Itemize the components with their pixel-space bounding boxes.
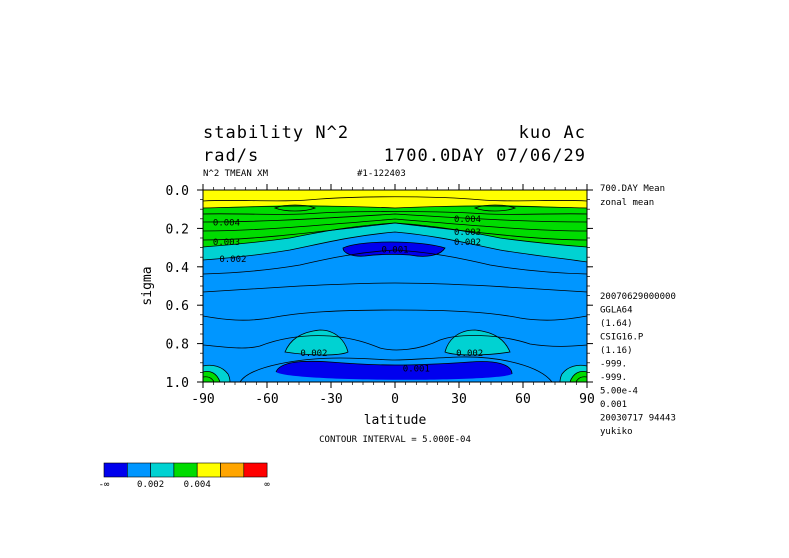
contour-line (444, 329, 511, 356)
contour-labels: 0.0040.0030.0020.0010.0040.0030.0020.002… (213, 215, 483, 375)
side-info-line: (1.64) (600, 319, 633, 329)
contour-label: 0.001 (381, 246, 408, 256)
contour-line (203, 335, 587, 351)
fill-green-corner-left (203, 371, 220, 382)
contour-label: 0.001 (403, 365, 430, 375)
contour-line (203, 222, 587, 248)
side-info-line: 0.001 (600, 400, 627, 410)
contour-line (342, 241, 446, 257)
contour-line (203, 211, 587, 215)
fill-blue-surface-min (276, 361, 512, 380)
colorbar-label: 0.002 (137, 480, 164, 490)
contour-line (203, 218, 587, 232)
side-info-line: 5.00e-4 (600, 387, 638, 397)
contour-label: 0.004 (213, 219, 240, 229)
contour-line (203, 282, 587, 293)
colorbar-swatch (196, 462, 221, 478)
side-info-line: 700.DAY Mean (600, 184, 665, 194)
y-tick-label: 0.4 (166, 261, 190, 276)
y-tick-label: 0.8 (166, 338, 189, 353)
x-tick-label: 30 (451, 392, 467, 407)
contour-fill-area: 0.0040.0030.0020.0010.0040.0030.0020.002… (203, 190, 587, 382)
contour-label: 0.002 (456, 349, 483, 359)
contour-label: 0.002 (219, 255, 246, 265)
colorbar-label: 0.004 (184, 480, 211, 490)
x-axis: -90 -60 -30 0 30 60 90 (191, 184, 595, 407)
contour-line (473, 204, 517, 212)
contour-label: 0.004 (454, 215, 481, 225)
y-tick-label: 1.0 (166, 376, 189, 391)
colorbar-label: -∞ (99, 480, 110, 490)
y-axis-label: sigma (140, 266, 155, 305)
contour-line (569, 371, 587, 382)
contour-line (203, 364, 231, 382)
contour-label: 0.003 (213, 238, 240, 248)
contour-line (203, 205, 587, 209)
units-label: rad/s (203, 146, 259, 166)
time-label: 1700.0DAY 07/06/29 (384, 146, 586, 166)
colorbar-swatch (127, 462, 151, 478)
side-info-line: yukiko (600, 427, 633, 437)
contour-lines (203, 196, 587, 382)
chart-title: stability N^2 (203, 123, 349, 143)
contour-label: 0.002 (300, 349, 327, 359)
contour-line (203, 231, 587, 263)
contour-label: 0.003 (454, 228, 481, 238)
contour-label: 0.002 (454, 238, 481, 248)
contour-line (203, 196, 587, 202)
colorbar-label: ∞ (264, 480, 270, 490)
side-info-line: (1.16) (600, 346, 633, 356)
contour-interval-label: CONTOUR INTERVAL = 5.000E-04 (319, 435, 471, 445)
contour-line (203, 376, 215, 382)
colorbar-swatch (150, 462, 175, 478)
side-info-line: 20070629000000 (600, 292, 676, 302)
fill-yellow-top (203, 190, 587, 208)
x-axis-label: latitude (364, 413, 427, 428)
colorbar-swatch (103, 462, 128, 478)
x-tick-label: 60 (515, 392, 531, 407)
colorbar-swatch (243, 462, 268, 478)
side-info-line: -999. (600, 360, 627, 370)
y-axis: 0.0 0.2 0.4 0.6 0.8 1.0 (166, 184, 593, 391)
colorbar-swatch (173, 462, 198, 478)
x-tick-label: 0 (391, 392, 399, 407)
colorbar-swatch (220, 462, 245, 478)
variable-label: N^2 TMEAN XM (203, 169, 269, 179)
x-tick-label: -90 (191, 392, 214, 407)
fill-green-corner-right (570, 371, 587, 382)
contour-line (203, 309, 587, 321)
x-tick-label: -30 (319, 392, 342, 407)
x-tick-label: 90 (579, 392, 595, 407)
contour-line (559, 364, 587, 382)
contour-line (203, 249, 587, 275)
y-tick-label: 0.6 (166, 299, 189, 314)
contour-line (275, 360, 513, 375)
y-tick-label: 0.2 (166, 222, 189, 237)
contour-line (575, 376, 587, 382)
id-label: #1-122403 (357, 169, 406, 179)
side-info-line: -999. (600, 373, 627, 383)
contour-line (239, 356, 553, 382)
side-info-line: zonal mean (600, 198, 654, 208)
side-info-line: 20030717 94443 (600, 414, 676, 424)
y-tick-label: 0.0 (166, 184, 189, 199)
side-info-line: CSIG16.P (600, 333, 644, 343)
contour-line (203, 213, 587, 223)
x-tick-label: -60 (255, 392, 278, 407)
side-info-line: GGLA64 (600, 306, 633, 316)
contour-line (273, 204, 317, 212)
side-info: 700.DAY Mean zonal mean 20070629000000 GGLA… (600, 184, 676, 437)
contour-line (284, 329, 349, 356)
contour-line (203, 371, 221, 382)
model-name: kuo Ac (519, 123, 586, 143)
colorbar: -∞ 0.002 0.004 ∞ (99, 462, 270, 490)
